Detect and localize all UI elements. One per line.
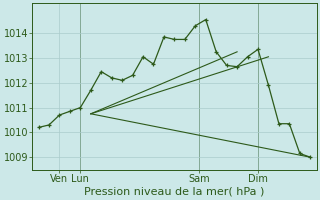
X-axis label: Pression niveau de la mer( hPa ): Pression niveau de la mer( hPa ) (84, 187, 265, 197)
